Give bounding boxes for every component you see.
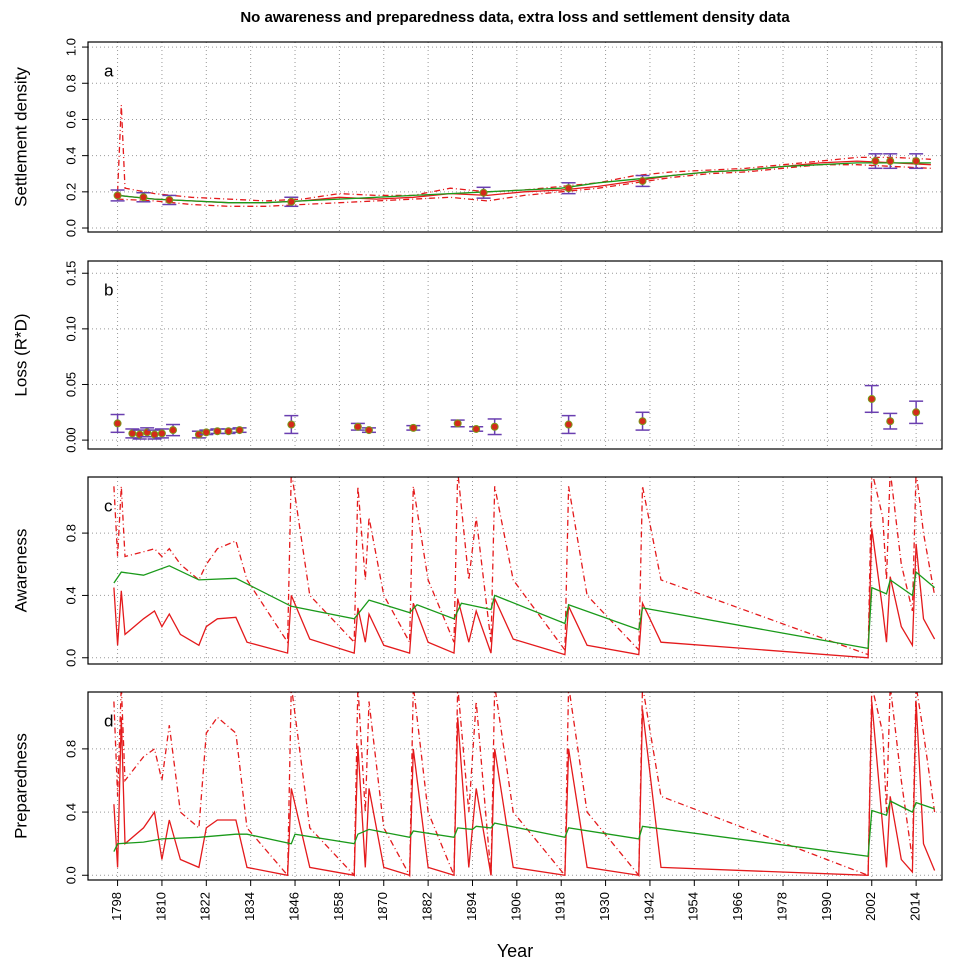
y-tick-label: 0.0 bbox=[63, 649, 78, 667]
data-point bbox=[202, 428, 211, 437]
line bbox=[113, 477, 936, 656]
chart-title: No awareness and preparedness data, extr… bbox=[240, 9, 790, 26]
data-point bbox=[409, 423, 418, 432]
y-tick-label: 0.0 bbox=[63, 866, 78, 884]
data-point bbox=[867, 394, 876, 403]
x-tick-label: 1894 bbox=[464, 892, 479, 921]
data-point bbox=[157, 429, 166, 438]
y-axis-label: Awareness bbox=[11, 529, 30, 613]
y-tick-label: 0.10 bbox=[63, 316, 78, 341]
data-point bbox=[213, 427, 222, 436]
panel-label: d bbox=[104, 711, 113, 730]
x-tick-label: 1846 bbox=[286, 892, 301, 921]
y-tick-label: 0.00 bbox=[63, 427, 78, 452]
y-tick-label: 0.8 bbox=[63, 524, 78, 542]
y-axis-label: Preparedness bbox=[11, 733, 30, 839]
line bbox=[113, 528, 936, 659]
data-point bbox=[150, 430, 159, 439]
data-point bbox=[353, 422, 362, 431]
plot-area bbox=[113, 692, 936, 878]
x-tick-label: 1798 bbox=[109, 892, 124, 921]
data-point bbox=[128, 429, 137, 438]
data-point bbox=[165, 195, 174, 204]
data-point bbox=[224, 427, 233, 436]
data-point bbox=[490, 422, 499, 431]
panel-label: c bbox=[104, 496, 113, 515]
data-point bbox=[564, 420, 573, 429]
x-tick-label: 1870 bbox=[375, 892, 390, 921]
data-point bbox=[912, 157, 921, 166]
data-point bbox=[287, 420, 296, 429]
y-tick-label: 0.8 bbox=[63, 740, 78, 758]
data-point bbox=[886, 157, 895, 166]
data-point bbox=[871, 157, 880, 166]
x-tick-label: 1930 bbox=[597, 892, 612, 921]
line bbox=[117, 164, 931, 207]
line bbox=[113, 800, 935, 858]
x-tick-label: 1990 bbox=[819, 892, 834, 921]
y-tick-label: 0.6 bbox=[63, 110, 78, 128]
y-tick-label: 0.0 bbox=[63, 219, 78, 237]
x-tick-label: 1906 bbox=[508, 892, 523, 921]
x-tick-label: 1834 bbox=[242, 892, 257, 921]
x-tick-label: 1942 bbox=[641, 892, 656, 921]
y-tick-label: 0.4 bbox=[63, 586, 78, 604]
line bbox=[113, 565, 936, 650]
plot-frame bbox=[87, 260, 943, 450]
data-point bbox=[479, 188, 488, 197]
data-point bbox=[169, 426, 178, 435]
data-point bbox=[638, 417, 647, 426]
x-tick-label: 1858 bbox=[331, 892, 346, 921]
data-point bbox=[364, 426, 373, 435]
x-tick-label: 1822 bbox=[198, 892, 213, 921]
y-tick-label: 0.4 bbox=[63, 147, 78, 165]
x-tick-label: 1918 bbox=[553, 892, 568, 921]
y-tick-label: 0.05 bbox=[63, 372, 78, 397]
x-tick-label: 1810 bbox=[153, 892, 168, 921]
line bbox=[117, 162, 931, 204]
data-point bbox=[564, 184, 573, 193]
y-tick-label: 0.2 bbox=[63, 183, 78, 201]
panel-label: b bbox=[104, 280, 113, 299]
panel-label: a bbox=[104, 61, 114, 80]
data-point bbox=[113, 191, 122, 200]
data-point bbox=[472, 424, 481, 433]
data-point bbox=[638, 176, 647, 185]
plot-frame bbox=[87, 476, 943, 665]
y-tick-label: 0.15 bbox=[63, 261, 78, 286]
x-tick-label: 1978 bbox=[774, 892, 789, 921]
x-tick-label: 2002 bbox=[863, 892, 878, 921]
y-axis-label: Loss (R*D) bbox=[11, 313, 30, 396]
x-tick-label: 1966 bbox=[730, 892, 745, 921]
x-tick-label: 2014 bbox=[908, 892, 923, 921]
y-tick-label: 0.8 bbox=[63, 74, 78, 92]
x-axis-label: Year bbox=[497, 941, 533, 961]
y-axis-label: Settlement density bbox=[11, 67, 30, 207]
line bbox=[113, 701, 936, 877]
data-point bbox=[113, 419, 122, 428]
y-tick-label: 0.4 bbox=[63, 803, 78, 821]
data-point bbox=[139, 193, 148, 202]
x-tick-label: 1954 bbox=[686, 892, 701, 921]
data-point bbox=[912, 408, 921, 417]
plot-area bbox=[113, 477, 936, 659]
data-point bbox=[453, 419, 462, 428]
data-point bbox=[235, 426, 244, 435]
plot-frame bbox=[87, 691, 943, 881]
plot-frame bbox=[87, 41, 943, 233]
y-tick-label: 1.0 bbox=[63, 38, 78, 56]
data-point bbox=[287, 197, 296, 206]
x-tick-label: 1882 bbox=[420, 892, 435, 921]
data-point bbox=[886, 417, 895, 426]
